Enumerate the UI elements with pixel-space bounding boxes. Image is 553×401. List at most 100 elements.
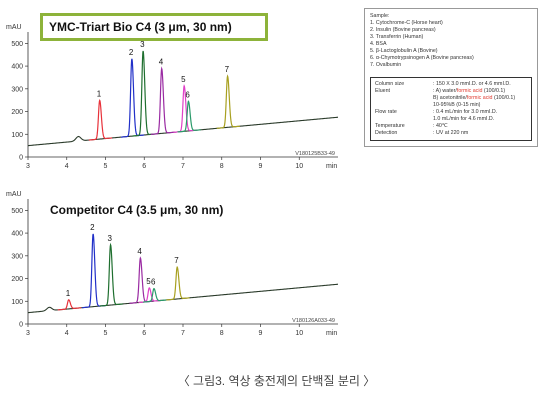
sample-item: 1. Cytochrome-C (Horse heart) [370, 20, 443, 26]
y-tick-label: 500 [11, 208, 23, 215]
x-tick-label: 7 [181, 163, 185, 170]
temperature-value: : 40℃ [433, 123, 448, 129]
peak-1-label: 1 [66, 289, 71, 298]
y-tick-label: 400 [11, 64, 23, 71]
peak-6-trace [177, 100, 201, 133]
x-tick-label: 8 [220, 163, 224, 170]
chart-code-label: V180125B33-49 [295, 151, 335, 157]
gradient-row: 10-95%B (0-15 min) [375, 102, 527, 109]
eluent-row: Eluent : A) water/formic acid (100/0.1) [375, 88, 527, 95]
y-tick-label: 0 [19, 155, 23, 162]
peak-4-label: 4 [137, 247, 142, 256]
eluent-a-pre: : A) water/ [433, 88, 457, 94]
peak-5-trace [173, 84, 197, 133]
peak-7-label: 7 [174, 256, 179, 265]
x-tick-label: 10 [295, 330, 303, 337]
sample-item: 4. BSA [370, 41, 387, 47]
sample-item: 3. Transferrin (Human) [370, 34, 424, 40]
flow-value-1: : 0.4 mL/min for 3.0 mmI.D. [433, 109, 498, 115]
flow-value-2: 1.0 mL/min for 4.6 mmI.D. [433, 116, 495, 122]
peak-1-trace [57, 299, 82, 311]
y-tick-label: 200 [11, 276, 23, 283]
x-axis-unit: min [326, 330, 337, 337]
peak-1-label: 1 [97, 89, 102, 98]
peak-3-trace [99, 242, 123, 307]
detection-row: Detection : UV at 220 nm [375, 130, 527, 137]
x-tick-label: 9 [259, 330, 263, 337]
gradient-value: 10-95%B (0-15 min) [433, 102, 481, 108]
peak-7-trace [166, 265, 190, 301]
temperature-row: Temperature : 40℃ [375, 123, 527, 130]
peak-6-label: 6 [185, 90, 190, 99]
sample-item: 7. Ovalbumin [370, 62, 402, 68]
y-tick-label: 100 [11, 299, 23, 306]
eluent-b-post: (100/0.1) [492, 95, 516, 101]
detection-label: Detection [375, 130, 398, 136]
y-tick-label: 200 [11, 109, 23, 116]
x-tick-label: 3 [26, 163, 30, 170]
y-axis-unit: mAU [6, 191, 22, 198]
eluent-a-post: (100/0.1) [482, 88, 506, 94]
info-panel: Sample: 1. Cytochrome-C (Horse heart) 2.… [364, 8, 538, 147]
detection-value: : UV at 220 nm [433, 130, 469, 136]
peak-5-label: 5 [146, 277, 151, 286]
chart-code-label: V180126A033-49 [292, 318, 335, 324]
eluent-b-pre: B) acetonitrile/ [433, 95, 467, 101]
peak-5-label: 5 [181, 75, 186, 84]
x-axis-unit: min [326, 163, 337, 170]
y-axis-unit: mAU [6, 24, 22, 31]
sample-item: 6. α-Chymotrypsinogen A (Bovine pancreas… [370, 55, 474, 61]
peak-2-trace [120, 58, 145, 138]
flow-row: Flow rate : 0.4 mL/min for 3.0 mmI.D. [375, 109, 527, 116]
eluent-a-acid: formic acid [456, 88, 483, 94]
x-tick-label: 5 [104, 330, 108, 337]
peak-3-label: 3 [108, 234, 113, 243]
flow-label: Flow rate [375, 109, 397, 115]
y-tick-label: 500 [11, 41, 23, 48]
eluent-b-acid: formic acid [466, 95, 493, 101]
chart1-title-box: YMC-Triart Bio C4 (3 μm, 30 nm) [40, 13, 268, 41]
peak-4-label: 4 [159, 58, 164, 67]
column-size-row: Column size : 150 X 3.0 mmI.D. or 4.6 mm… [375, 81, 527, 88]
y-tick-label: 400 [11, 231, 23, 238]
x-tick-label: 3 [26, 330, 30, 337]
conditions-box: Column size : 150 X 3.0 mmI.D. or 4.6 mm… [370, 77, 532, 141]
x-tick-label: 6 [142, 330, 146, 337]
peak-6-trace [143, 287, 167, 303]
y-tick-label: 0 [19, 322, 23, 329]
peak-6-label: 6 [151, 278, 156, 287]
x-tick-label: 7 [181, 330, 185, 337]
peak-1-trace [88, 98, 113, 141]
peak-4-trace [150, 66, 175, 135]
peak-7-trace [216, 74, 241, 129]
eluent-a-value: : A) water/formic acid (100/0.1) [433, 88, 527, 95]
chart1-title: YMC-Triart Bio C4 (3 μm, 30 nm) [49, 20, 232, 34]
samples-title: Sample: [370, 13, 390, 19]
y-tick-label: 300 [11, 86, 23, 93]
y-tick-label: 100 [11, 132, 23, 139]
peak-2-trace [82, 233, 106, 309]
peak-3-label: 3 [140, 40, 145, 49]
column-size-label: Column size [375, 81, 405, 87]
x-tick-label: 10 [295, 163, 303, 170]
x-tick-label: 4 [65, 330, 69, 337]
flow-row-2: 1.0 mL/min for 4.6 mmI.D. [375, 116, 527, 123]
peak-2-label: 2 [129, 48, 134, 57]
sample-list: 1. Cytochrome-C (Horse heart) 2. Insulin… [370, 20, 532, 69]
x-tick-label: 5 [104, 163, 108, 170]
chart-1: 0 100 200 300 400 500 mAU 3 4 5 6 7 8 9 10 min V180125B3… [6, 24, 339, 170]
peak-7-label: 7 [225, 65, 230, 74]
sample-item: 5. β-Lactoglobulin A (Bovine) [370, 48, 438, 54]
chart2-title: Competitor C4 (3.5 μm, 30 nm) [50, 203, 224, 217]
peak-3-trace [132, 50, 156, 137]
x-tick-label: 4 [65, 163, 69, 170]
eluent-label: Eluent [375, 88, 391, 94]
y-tick-label: 300 [11, 253, 23, 260]
x-tick-label: 9 [259, 163, 263, 170]
column-size-value: : 150 X 3.0 mmI.D. or 4.6 mmI.D. [433, 81, 511, 87]
temperature-label: Temperature [375, 123, 405, 129]
peak-5-trace [138, 287, 162, 304]
eluent-b-row: B) acetonitrile/formic acid (100/0.1) [375, 95, 527, 102]
x-tick-label: 6 [142, 163, 146, 170]
